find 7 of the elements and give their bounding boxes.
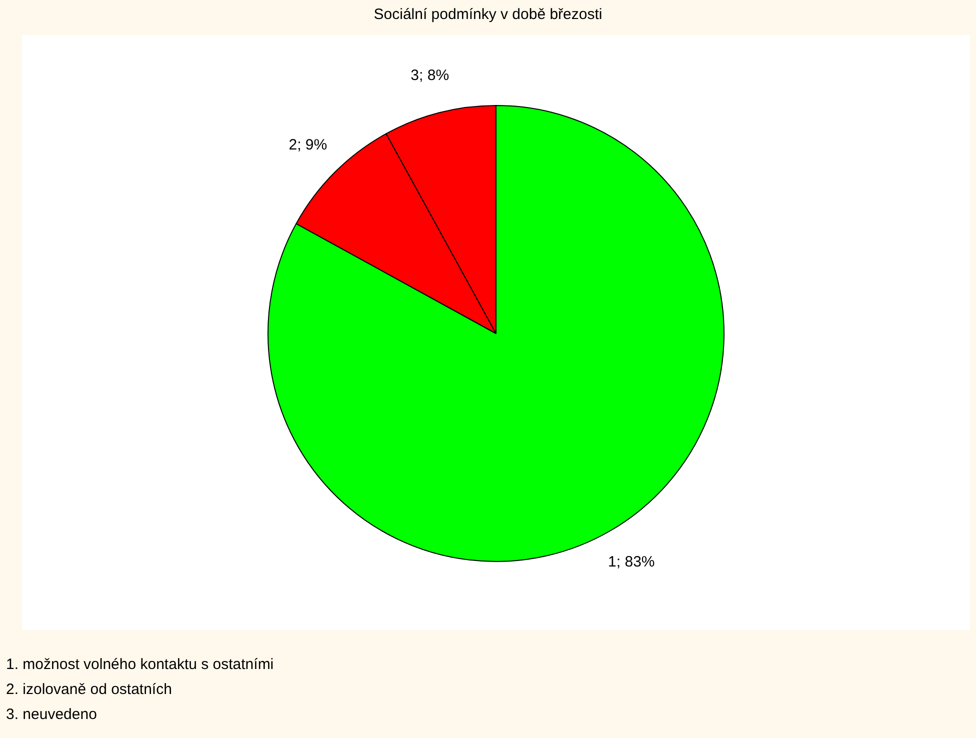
data-label: 1; 83%	[608, 554, 655, 571]
chart-title: Sociální podmínky v době březosti	[372, 6, 604, 23]
data-label: 3; 8%	[410, 67, 450, 84]
data-label: 2; 9%	[288, 136, 328, 154]
text: 1. možnost volného kontaktu s ostatními	[6, 655, 274, 675]
text: 2. izolovaně od ostatních	[6, 680, 173, 700]
text: 3. neuvedeno	[6, 705, 98, 725]
